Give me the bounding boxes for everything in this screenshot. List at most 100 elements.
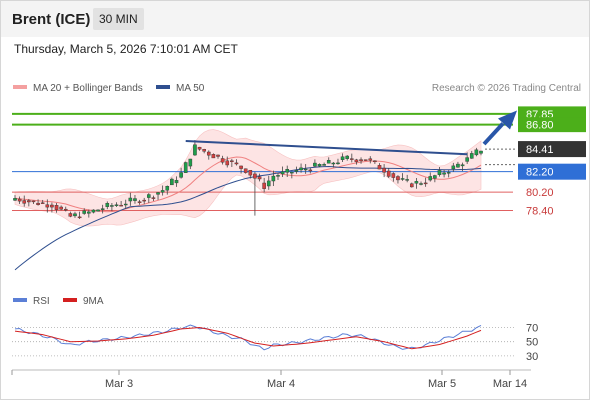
- candle-body: [317, 164, 322, 167]
- candle: [382, 164, 386, 178]
- candle-body: [276, 175, 280, 177]
- x-tick-label: Mar 3: [105, 378, 133, 390]
- target-arrow-head: [498, 110, 517, 130]
- candle: [428, 172, 433, 182]
- candle-body: [234, 162, 239, 165]
- candle: [156, 192, 160, 200]
- candle-body: [331, 162, 336, 165]
- candle: [396, 175, 400, 184]
- candle: [368, 156, 373, 164]
- candle-body: [174, 180, 179, 184]
- candle-body: [405, 179, 409, 181]
- candle: [386, 167, 391, 178]
- candle-body: [253, 173, 257, 179]
- rsi-line: [14, 324, 482, 351]
- candle: [442, 169, 446, 178]
- candle-body: [87, 211, 91, 214]
- candle: [197, 146, 202, 151]
- candle: [446, 170, 451, 178]
- rsi-panel: 70 50 30: [12, 323, 538, 363]
- candle: [460, 162, 465, 172]
- candle-body: [437, 170, 442, 175]
- candle-body: [326, 160, 331, 164]
- candle-body: [179, 172, 183, 178]
- candle: [326, 157, 331, 164]
- candle-body: [100, 208, 105, 210]
- candle-body: [156, 192, 160, 195]
- candle: [303, 164, 308, 174]
- candle-body: [423, 182, 428, 185]
- candle: [225, 156, 230, 168]
- candle-body: [183, 162, 188, 173]
- candle-body: [220, 158, 225, 163]
- candle: [253, 171, 257, 216]
- x-tick-label: Mar 4: [267, 378, 295, 390]
- rsi-ma-legend-label: 9MA: [83, 296, 104, 307]
- candle-body: [133, 198, 137, 201]
- candle-body: [137, 201, 142, 203]
- candle: [119, 200, 123, 207]
- candle: [170, 177, 174, 186]
- candle: [142, 197, 146, 205]
- candle-body: [409, 183, 414, 188]
- candle-body: [63, 208, 68, 211]
- candle-body: [193, 144, 197, 156]
- candle: [350, 153, 354, 163]
- candle: [202, 148, 206, 154]
- candle-body: [31, 200, 36, 203]
- candle: [469, 150, 474, 159]
- candle-body: [373, 160, 377, 163]
- candle-body: [308, 169, 313, 172]
- candle-body: [22, 200, 27, 204]
- trendline-layer: [185, 110, 517, 156]
- candle: [22, 195, 27, 207]
- candle-body: [386, 170, 391, 177]
- rsi-ma-legend-swatch: [63, 298, 77, 302]
- candle-body: [460, 164, 465, 167]
- candle-body: [391, 173, 396, 178]
- timeframe-badge[interactable]: 30 MIN: [93, 8, 144, 30]
- pivot-label: 82.20: [526, 167, 554, 179]
- candle-body: [188, 158, 193, 167]
- candle-body: [160, 190, 165, 193]
- candle-body: [197, 146, 202, 150]
- candle: [160, 185, 165, 196]
- candle-body: [433, 175, 437, 179]
- target_1-label-box: [518, 117, 586, 133]
- candle-body: [442, 172, 446, 175]
- ma50-legend-label: MA 50: [176, 83, 205, 94]
- candle-body: [110, 205, 114, 207]
- candle: [294, 166, 299, 174]
- candle-body: [266, 180, 271, 187]
- candle: [206, 150, 211, 160]
- candle: [179, 167, 183, 179]
- candle: [456, 161, 460, 168]
- candle: [271, 170, 276, 186]
- candle-body: [456, 163, 460, 168]
- candle-body: [96, 209, 100, 212]
- candle-body: [13, 198, 17, 201]
- rsi-level-label: 30: [526, 351, 538, 363]
- candle: [354, 158, 359, 165]
- candle-body: [170, 178, 174, 186]
- candle-body: [359, 159, 363, 162]
- instrument-title: Brent (ICE): [12, 11, 91, 28]
- candle-body: [54, 205, 59, 210]
- candle-body: [202, 149, 206, 152]
- candle-body: [451, 165, 456, 170]
- candle-body: [340, 156, 345, 160]
- candle: [363, 159, 368, 161]
- candle-body: [479, 150, 483, 154]
- candle: [137, 199, 142, 205]
- candle-body: [313, 162, 317, 167]
- candle-body: [27, 200, 31, 203]
- candle: [479, 150, 483, 156]
- candle: [73, 211, 77, 218]
- candle-body: [428, 176, 433, 181]
- x-tick-label: Mar 14: [493, 378, 527, 390]
- level-lines-layer: [12, 112, 516, 212]
- timestamp: Thursday, March 5, 2026 7:10:01 AM CET: [14, 42, 238, 56]
- candle: [87, 209, 91, 218]
- candle-body: [119, 204, 123, 207]
- candle: [336, 158, 340, 165]
